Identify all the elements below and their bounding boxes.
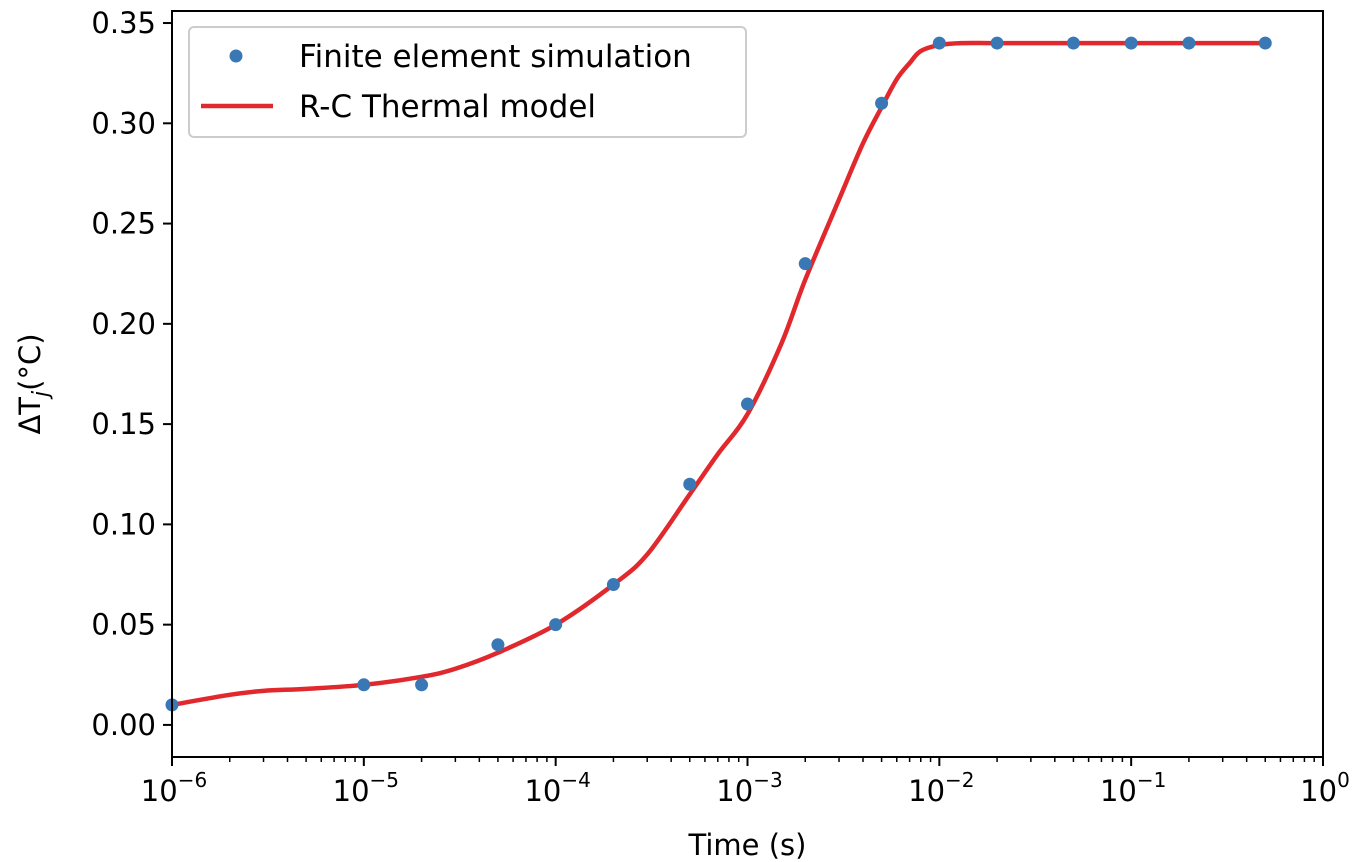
y-tick-label: 0.20 xyxy=(91,307,156,341)
data-point xyxy=(683,477,697,491)
x-tick-base: 10 xyxy=(1100,774,1137,808)
y-tick-label: 0.00 xyxy=(91,708,156,742)
y-tick-label: 0.35 xyxy=(91,6,156,40)
x-tick-exponent: −1 xyxy=(1137,768,1166,792)
data-point xyxy=(549,618,563,632)
x-tick-label: 10−4 xyxy=(524,768,590,808)
series-layer xyxy=(165,36,1272,712)
legend-label: R-C Thermal model xyxy=(299,89,596,125)
data-point xyxy=(1258,36,1272,50)
data-point xyxy=(932,36,946,50)
x-tick-exponent: −3 xyxy=(753,768,782,792)
y-tick-label: 0.30 xyxy=(91,106,156,140)
x-tick-exponent: −4 xyxy=(561,768,590,792)
data-point xyxy=(741,397,754,411)
data-point xyxy=(798,257,812,271)
x-tick-base: 10 xyxy=(333,774,370,808)
data-point xyxy=(1066,36,1080,50)
y-tick-label: 0.05 xyxy=(91,608,156,642)
x-tick-label: 10−5 xyxy=(333,768,399,808)
y-axis-label-main: ΔT xyxy=(13,397,47,435)
axes-frame xyxy=(171,10,1324,758)
y-tick-label: 0.15 xyxy=(91,407,156,441)
x-tick-base: 10 xyxy=(524,774,561,808)
y-axis-label: ΔTj(°C) xyxy=(13,333,54,434)
data-point xyxy=(357,678,371,692)
x-tick-exponent: 0 xyxy=(1337,768,1350,792)
data-point xyxy=(1182,36,1196,50)
data-point xyxy=(1124,36,1138,50)
legend-box xyxy=(188,26,747,138)
y-tick-label: 0.25 xyxy=(91,207,156,241)
x-tick-base: 10 xyxy=(908,774,945,808)
legend-label: Finite element simulation xyxy=(299,39,692,75)
x-tick-base: 10 xyxy=(1300,774,1337,808)
data-point xyxy=(415,678,429,692)
y-tick-label: 0.10 xyxy=(91,507,156,541)
series-line-rc-thermal-model xyxy=(172,40,1266,708)
x-tick-exponent: −6 xyxy=(178,768,207,792)
x-tick-label: 10−2 xyxy=(908,768,974,808)
x-tick-label: 10−3 xyxy=(716,768,782,808)
y-axis-label-subscript: j xyxy=(29,390,54,400)
x-tick-label: 100 xyxy=(1300,768,1350,808)
x-tick-base: 10 xyxy=(141,774,178,808)
data-point xyxy=(875,96,889,110)
y-axis-label-unit: (°C) xyxy=(13,333,47,390)
x-tick-exponent: −5 xyxy=(370,768,399,792)
x-tick-label: 10−1 xyxy=(1100,768,1166,808)
x-tick-label: 10−6 xyxy=(141,768,207,808)
data-point xyxy=(491,638,505,652)
legend: Finite element simulation R-C Thermal mod… xyxy=(188,26,747,138)
x-tick-base: 10 xyxy=(716,774,753,808)
data-point xyxy=(990,36,1004,50)
legend-marker-dot xyxy=(229,49,243,63)
x-tick-exponent: −2 xyxy=(945,768,974,792)
data-point xyxy=(606,578,620,592)
x-axis-label: Time (s) xyxy=(688,828,807,862)
